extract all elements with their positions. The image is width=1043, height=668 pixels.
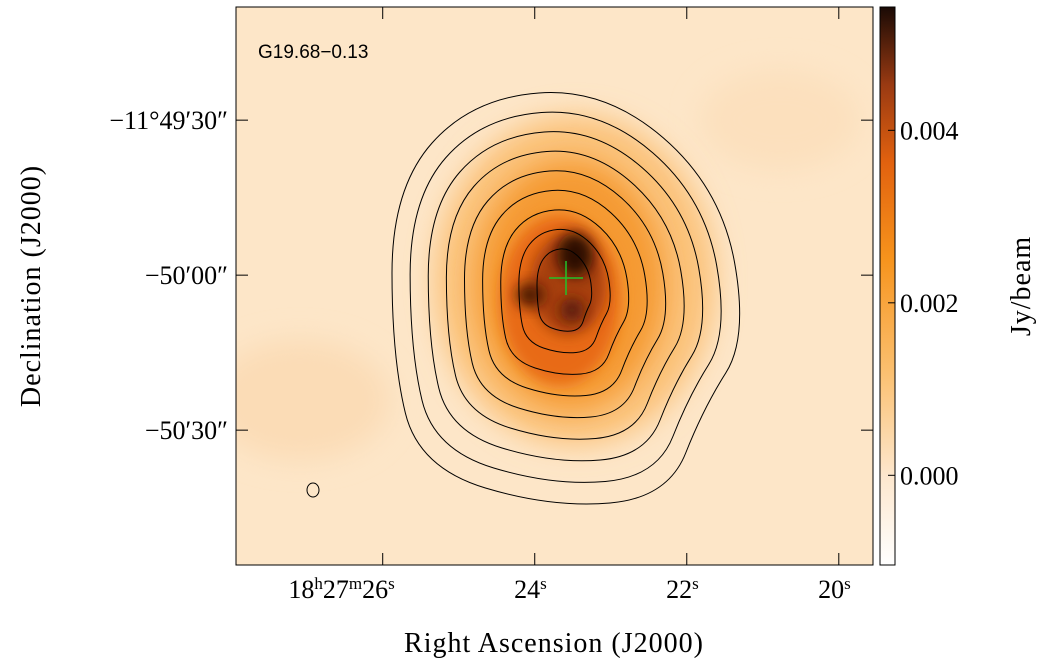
contour bbox=[409, 111, 722, 483]
beam bbox=[306, 482, 320, 498]
colorbar-tick-label: 0.002 bbox=[900, 289, 959, 318]
contour bbox=[482, 189, 648, 397]
contour bbox=[536, 248, 593, 332]
chart-title: G19.68−0.13 bbox=[258, 42, 368, 63]
source-marker bbox=[549, 261, 583, 295]
x-tick-label: 24s bbox=[514, 574, 547, 605]
y-tick-label: −50′30″ bbox=[145, 416, 228, 445]
colorbar-tick-label: 0.004 bbox=[900, 116, 959, 145]
contour bbox=[445, 150, 685, 440]
y-axis-label: Declination (J2000) bbox=[16, 165, 47, 407]
x-tick-label: 20s bbox=[818, 574, 851, 605]
contours bbox=[391, 92, 741, 505]
colorbar bbox=[879, 6, 896, 566]
colorbar-label: Jy/beam bbox=[1006, 236, 1037, 336]
contour bbox=[518, 228, 611, 354]
contour bbox=[427, 131, 704, 462]
contour bbox=[500, 209, 630, 375]
y-tick-label: −11°49′30″ bbox=[109, 106, 228, 135]
image bbox=[236, 7, 873, 565]
colorbar-tick-label: 0.000 bbox=[900, 461, 959, 490]
x-axis-label: Right Ascension (J2000) bbox=[404, 628, 704, 659]
x-tick-label: 22s bbox=[666, 574, 699, 605]
x-tick-label: 18h27m26s bbox=[288, 574, 394, 605]
plot-frame bbox=[235, 6, 874, 566]
contour bbox=[391, 92, 741, 505]
contour bbox=[463, 170, 667, 419]
y-tick-label: −50′00″ bbox=[145, 261, 228, 290]
